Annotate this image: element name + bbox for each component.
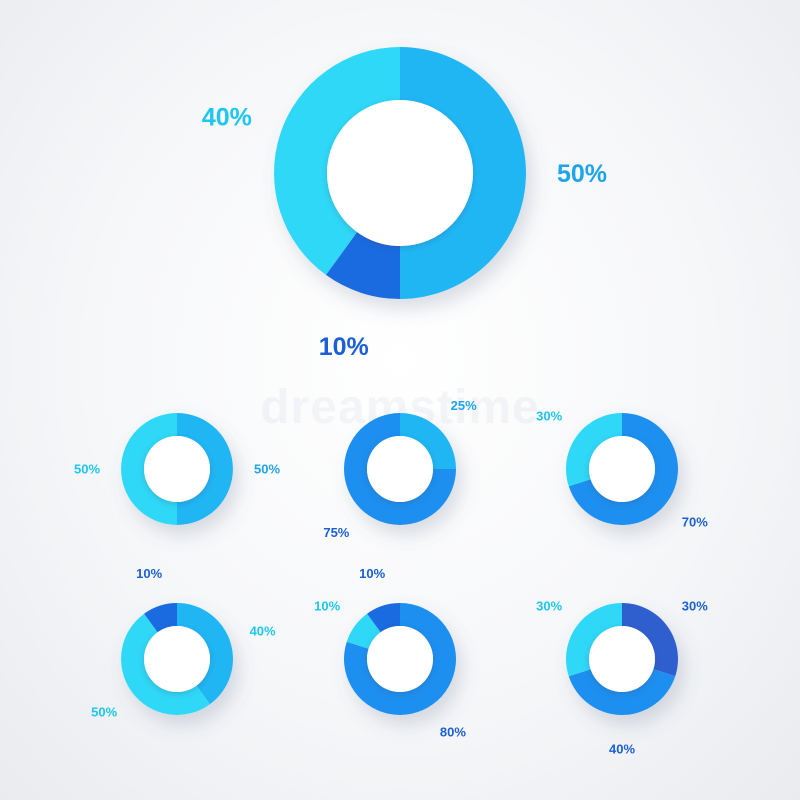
donut-4-slice-2	[566, 413, 622, 487]
donut-6-label-2: 10%	[314, 599, 340, 614]
donut-7-slice-3	[566, 603, 622, 677]
donut-chart-1: 50% 10% 40%	[202, 47, 607, 361]
donut-1-slice-2	[325, 232, 400, 299]
donut-1-label-1: 50%	[557, 160, 607, 188]
donut-hole	[367, 626, 433, 692]
donut-chart-3: 25% 75%	[323, 398, 477, 540]
donut-4-slice-1	[568, 413, 678, 525]
donut-3-label-1: 25%	[451, 398, 477, 413]
donut-hole	[144, 436, 210, 502]
donut-7-label-3: 30%	[536, 599, 562, 614]
donut-7-slice-2	[568, 669, 676, 715]
donut-2-label-2: 50%	[74, 462, 100, 477]
donut-7-label-1: 30%	[682, 599, 708, 614]
donut-3-slice-2	[344, 413, 456, 525]
donut-hole	[144, 626, 210, 692]
donut-2-label-1: 50%	[254, 462, 280, 477]
donut-2-slice-2	[121, 413, 177, 525]
donut-4-label-2: 30%	[536, 409, 562, 424]
donut-1-slice-3	[274, 47, 400, 275]
donut-5-label-2: 50%	[91, 704, 117, 719]
donut-1-label-2: 10%	[319, 333, 369, 361]
donut-3-slice-1	[400, 413, 456, 469]
donut-2-slice-1	[177, 413, 233, 525]
donut-5-label-3: 10%	[136, 566, 162, 581]
donut-chart-6: 80% 10% 10%	[314, 566, 466, 739]
donut-6-slice-3	[367, 603, 400, 633]
donut-5-label-1: 40%	[250, 624, 276, 639]
donut-hole	[589, 436, 655, 502]
donut-3-label-2: 75%	[323, 525, 349, 540]
donut-5-slice-2	[121, 613, 210, 715]
donut-7-slice-1	[622, 603, 678, 677]
donut-6-label-3: 10%	[359, 566, 385, 581]
donut-6-slice-1	[344, 603, 457, 716]
donut-chart-4: 70% 30%	[536, 409, 708, 530]
donut-chart-5: 40% 50% 10%	[91, 566, 276, 719]
donut-4-label-1: 70%	[682, 514, 708, 529]
donut-hole	[589, 626, 655, 692]
donut-6-slice-2	[346, 613, 381, 649]
donut-hole	[367, 436, 433, 502]
donut-7-label-2: 40%	[609, 742, 635, 757]
donut-5-slice-1	[177, 603, 234, 705]
donut-hole	[327, 100, 473, 246]
donut-chart-2: 50% 50%	[74, 413, 280, 525]
donut-1-slice-1	[400, 47, 526, 299]
donut-6-label-1: 80%	[440, 724, 466, 739]
donut-5-slice-3	[144, 603, 177, 633]
donut-1-label-3: 40%	[202, 104, 252, 132]
donut-chart-7: 30% 40% 30%	[536, 599, 708, 757]
